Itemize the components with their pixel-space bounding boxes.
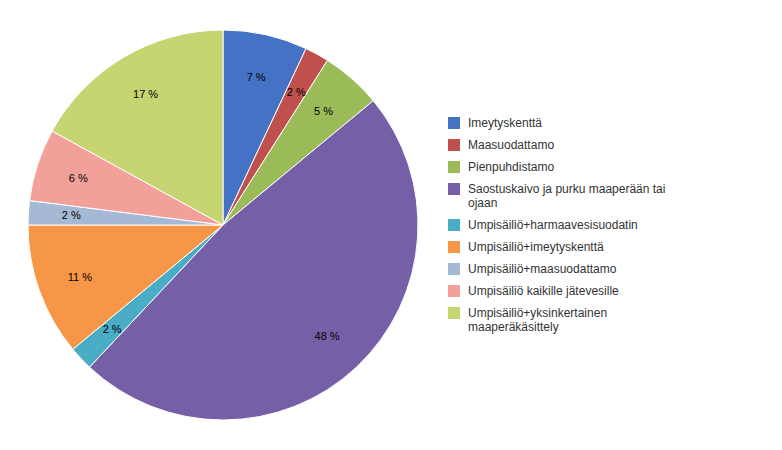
svg-text:2 %: 2 % (62, 209, 81, 221)
html-text:Saostuskaivo ja purku maaperää: Saostuskaivo ja purku maaperään tai (468, 182, 666, 196)
svg-text:5 %: 5 % (314, 105, 333, 117)
svg-text:2 %: 2 % (103, 323, 122, 335)
svg-text:17 %: 17 % (133, 88, 158, 100)
html-text:Umpisäiliö+imeytyskenttä: Umpisäiliö+imeytyskenttä (468, 240, 604, 254)
html-text:ojaan: ojaan (468, 196, 498, 210)
html-text:Umpisäiliö+harmaavesisuodatin: Umpisäiliö+harmaavesisuodatin (468, 218, 638, 232)
html-text:Maasuodattamo: Maasuodattamo (468, 138, 555, 152)
html-text:maaperäkäsittely: maaperäkäsittely (468, 320, 559, 334)
html-text:Pienpuhdistamo: Pienpuhdistamo (468, 160, 555, 174)
html-text:Umpisäiliö+maasuodattamo: Umpisäiliö+maasuodattamo (468, 262, 617, 276)
svg-text:48 %: 48 % (315, 330, 340, 342)
html-text:Umpisäiliö+yksinkertainen: Umpisäiliö+yksinkertainen (468, 306, 608, 320)
svg-text:11 %: 11 % (68, 271, 92, 283)
svg-text:7 %: 7 % (247, 71, 266, 83)
html-text:Imeytyskenttä: Imeytyskenttä (468, 116, 542, 130)
svg-text:2 %: 2 % (287, 86, 306, 98)
html-text:Umpisäiliö kaikille jätevesill: Umpisäiliö kaikille jätevesille (468, 284, 619, 298)
svg-text:6 %: 6 % (69, 172, 88, 184)
